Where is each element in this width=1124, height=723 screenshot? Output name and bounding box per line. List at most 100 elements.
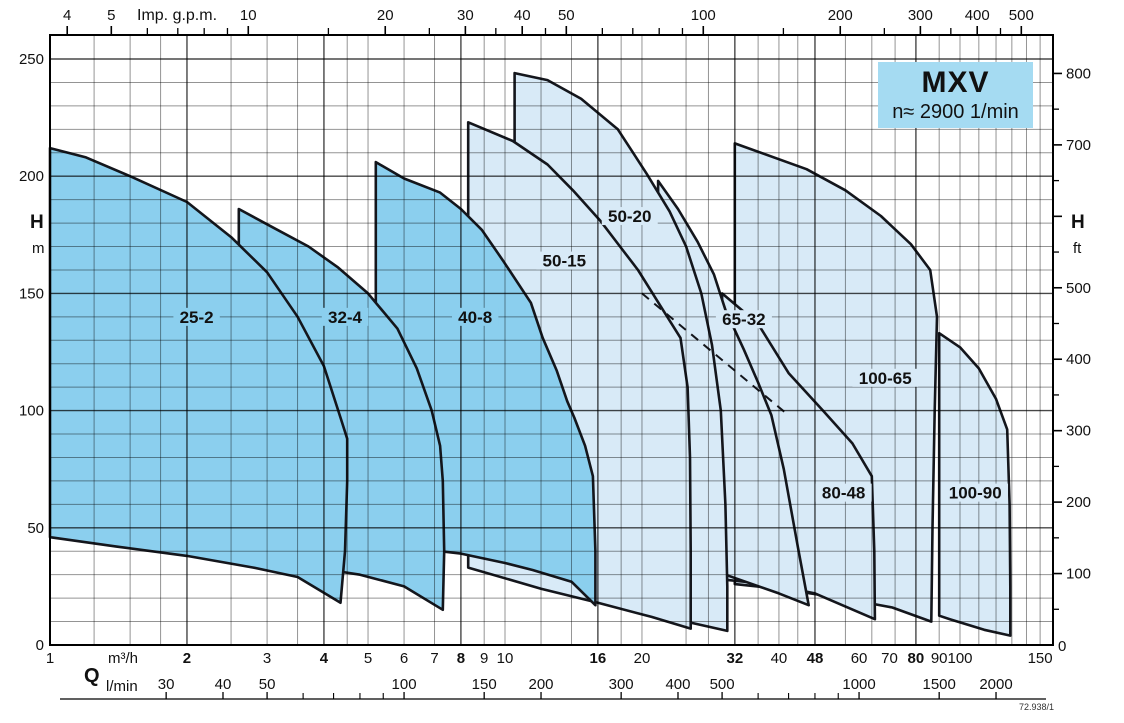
top-axis-tick-label: 10 [240,7,257,24]
bottom-axis-unit-m3h: m³/h [108,650,138,667]
bottom-m3h-label: 2 [183,650,191,667]
left-axis-tick-label: 150 [19,285,44,302]
pump-label-25-2: 25-2 [180,308,214,327]
bottom-m3h-label: 9 [480,650,488,667]
bottom-m3h-label: 60 [851,650,868,667]
bottom-m3h-label: 8 [457,650,465,667]
left-axis-unit: m [32,240,45,257]
right-axis-tick-label: 300 [1066,423,1091,440]
top-axis-tick-label: 30 [457,7,474,24]
pump-label-bg-65-32 [715,310,772,329]
bottom-m3h-label: 48 [807,650,824,667]
left-axis-tick-label: 0 [36,637,44,654]
right-axis-tick-label: 100 [1066,566,1091,583]
lmin-tick-label: 200 [529,676,554,693]
bottom-m3h-label: 6 [400,650,408,667]
bottom-m3h-label: 5 [364,650,372,667]
right-axis-zero-label: 0 [1058,638,1066,655]
top-axis-tick-label: 500 [1009,7,1034,24]
top-axis-title: Imp. g.p.m. [137,7,218,24]
right-axis-tick-label: 400 [1066,351,1091,368]
right-axis-tick-label: 800 [1066,65,1091,82]
bottom-m3h-label: 10 [497,650,514,667]
footnote-code: 72.938/1 [1018,702,1054,712]
pump-label-bg-40-8 [451,307,499,326]
bottom-m3h-label: 20 [634,650,651,667]
bottom-m3h-label: 90 [931,650,948,667]
pump-label-bg-50-20 [601,207,658,226]
lmin-tick-label: 30 [158,676,175,693]
model-name: MXV [921,66,990,100]
bottom-m3h-label: 100 [947,650,972,667]
left-axis-title: H [30,212,44,233]
bottom-axis-unit-lmin: l/min [106,678,138,695]
pump-label-bg-32-4 [321,307,369,326]
lmin-tick-label: 1500 [922,676,955,693]
pump-label-40-8: 40-8 [458,308,492,327]
right-axis-tick-label: 500 [1066,280,1091,297]
bottom-m3h-label: 32 [726,650,743,667]
top-axis-tick-label: 50 [558,7,575,24]
top-axis-tick-label: 20 [377,7,394,24]
top-axis-tick-label: 40 [514,7,531,24]
top-axis-tick-label: 4 [63,7,71,24]
pump-labels-layer: 100-90 100-65 80-48 65-32 50-20 50-15 40-8 32-4… [173,207,1009,503]
bottom-axis-m3h: 1 2 3 4 5 6 7 8 9 10 16 20 32 40 48 60 70 80 90 100 150 [46,650,1053,667]
bottom-axis-lmin: 30 40 50 100 150 200 300 400 500 1000 1500 2000 [60,676,1046,700]
right-axis: 100 200 300 400 500 700 800 0 [1053,65,1091,655]
pump-label-50-15: 50-15 [543,252,586,271]
right-axis-title: H [1071,212,1085,233]
top-axis-tick-label: 300 [908,7,933,24]
lmin-tick-label: 150 [472,676,497,693]
pump-label-bg-25-2 [173,307,220,326]
left-axis: 0 50 100 150 200 250 [19,51,44,654]
pump-label-65-32: 65-32 [722,310,765,329]
right-axis-tick-label: 200 [1066,494,1091,511]
lmin-tick-label: 300 [609,676,634,693]
pump-label-50-20: 50-20 [608,207,651,226]
top-axis-tick-label: 100 [691,7,716,24]
lmin-tick-label: 400 [665,676,690,693]
bottom-m3h-label: 1 [46,650,54,667]
lmin-tick-label: 2000 [979,676,1012,693]
pump-label-100-90: 100-90 [949,484,1002,503]
pump-label-bg-100-90 [942,483,1009,502]
top-axis-tick-label: 5 [107,7,115,24]
top-axis: 4 5 10 20 30 40 50 100 200 300 400 500 [63,7,1034,35]
top-axis-tick-label: 200 [828,7,853,24]
pump-label-bg-100-65 [852,368,919,387]
bottom-m3h-label: 16 [590,650,607,667]
pump-label-bg-50-15 [536,251,593,270]
left-axis-tick-label: 200 [19,168,44,185]
plot-border [49,34,1054,646]
bottom-m3h-label: 7 [430,650,438,667]
lmin-tick-label: 40 [215,676,232,693]
left-axis-tick-label: 250 [19,51,44,68]
right-axis-tick-label: 700 [1066,137,1091,154]
lmin-tick-label: 100 [392,676,417,693]
top-axis-tick-label: 400 [965,7,990,24]
lmin-tick-label: 50 [259,676,276,693]
pump-label-32-4: 32-4 [328,308,363,327]
left-axis-tick-label: 50 [27,520,44,537]
lmin-tick-label: 1000 [842,676,875,693]
bottom-m3h-label: 80 [908,650,925,667]
grid-layer [50,35,1054,645]
speed-label: n≈ 2900 1/min [892,100,1019,123]
pump-regions-layer [48,71,1012,637]
pump-label-80-48: 80-48 [822,484,865,503]
bottom-m3h-label: 40 [771,650,788,667]
lmin-tick-label: 500 [710,676,735,693]
right-axis-unit: ft [1073,240,1082,257]
bottom-axis-title: Q [84,665,100,687]
bottom-m3h-label: 4 [320,650,329,667]
bottom-m3h-label: 150 [1028,650,1053,667]
bottom-m3h-label: 70 [881,650,898,667]
pump-label-100-65: 100-65 [859,369,912,388]
left-axis-tick-label: 100 [19,403,44,420]
bottom-m3h-label: 3 [263,650,271,667]
title-box: MXV n≈ 2900 1/min [878,62,1033,128]
pump-label-bg-80-48 [815,483,872,502]
